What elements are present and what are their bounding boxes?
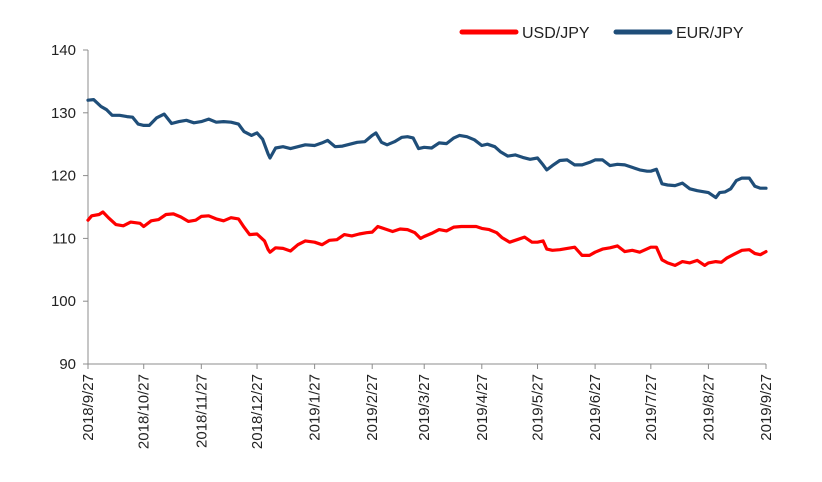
x-tick-label: 2018/11/27 [193, 374, 210, 448]
series-line-usd-jpy [86, 210, 768, 267]
y-tick-label: 120 [51, 168, 76, 185]
x-tick-label: 2018/9/27 [80, 374, 97, 441]
x-tick-label: 2019/3/27 [416, 374, 433, 441]
y-tick-label: 90 [59, 356, 76, 373]
legend-label-usd-jpy: USD/JPY [522, 25, 590, 42]
x-tick-label: 2019/6/27 [587, 374, 604, 441]
y-tick-label: 140 [51, 42, 76, 59]
x-tick-label: 2018/12/27 [249, 374, 266, 449]
series-layer [86, 98, 768, 267]
y-tick-label: 130 [51, 105, 76, 122]
x-tick-label: 2019/1/27 [307, 374, 324, 441]
y-tick-label: 100 [51, 293, 76, 310]
legend: USD/JPY EUR/JPY [459, 25, 744, 42]
series-line-eur-jpy [86, 98, 768, 200]
y-tick-label: 110 [52, 230, 76, 247]
x-tick-label: 2019/8/27 [700, 374, 717, 441]
x-tick-label: 2019/5/27 [530, 374, 547, 441]
x-tick-label: 2018/10/27 [136, 374, 153, 449]
y-axis: 90 100 110 120 130 140 [51, 42, 89, 373]
x-tick-label: 2019/4/27 [474, 374, 491, 441]
legend-label-eur-jpy: EUR/JPY [676, 25, 744, 42]
x-axis: 2018/9/27 2018/10/27 2018/11/27 2018/12/27 2… [80, 363, 775, 449]
x-tick-label: 2019/2/27 [364, 374, 381, 441]
x-tick-label: 2019/9/27 [758, 374, 775, 441]
x-tick-label: 2019/7/27 [643, 374, 660, 441]
